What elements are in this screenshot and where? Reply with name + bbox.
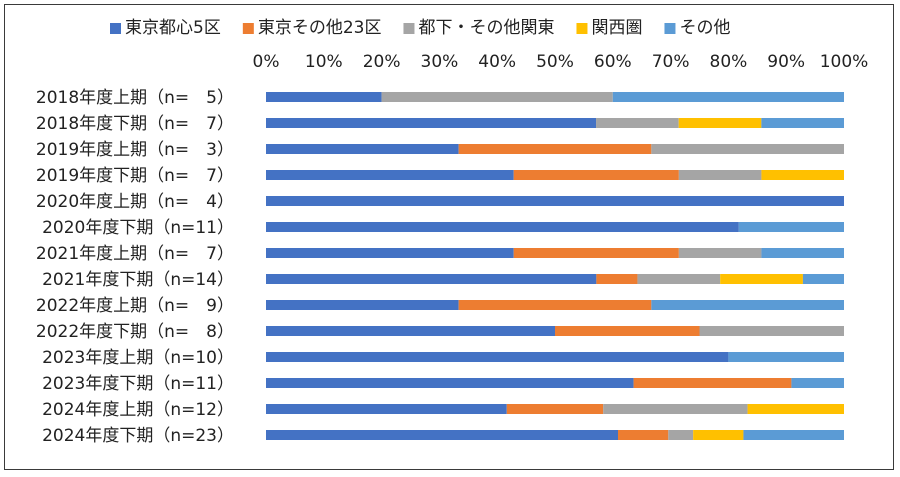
bar-segment-6-1: [513, 248, 679, 258]
x-tick-label-10: 100%: [820, 52, 869, 72]
bar-segment-7-4: [802, 274, 844, 284]
chart-frame: [4, 4, 894, 470]
legend-swatch-1: [242, 23, 254, 34]
bar-segment-12-1: [506, 404, 604, 414]
bar-segment-7-3: [720, 274, 803, 284]
x-tick-label-1: 10%: [305, 52, 343, 72]
category-label-4: 2020年度上期（n= 4）: [36, 192, 234, 212]
bar-segment-7-0: [266, 274, 597, 284]
legend-label-3: 関西圏: [591, 18, 642, 38]
bar-segment-5-0: [266, 222, 739, 232]
bar-segment-10-4: [728, 352, 844, 362]
bar-segment-8-0: [266, 300, 459, 310]
x-tick-label-8: 80%: [710, 52, 748, 72]
category-label-0: 2018年度上期（n= 5）: [36, 88, 234, 108]
bar-segment-13-1: [618, 430, 669, 440]
bar-segment-7-1: [596, 274, 638, 284]
bar-segment-6-2: [678, 248, 762, 258]
bar-segment-11-4: [791, 378, 844, 388]
x-tick-label-2: 20%: [363, 52, 401, 72]
bar-segment-7-2: [637, 274, 721, 284]
bar-segment-9-0: [266, 326, 555, 336]
legend-swatch-0: [110, 23, 121, 34]
category-label-11: 2023年度下期（n=11）: [42, 374, 234, 394]
bar-segment-2-0: [266, 144, 459, 154]
legend-label-4: その他: [679, 18, 730, 38]
x-tick-label-5: 50%: [536, 52, 574, 72]
x-tick-label-7: 70%: [652, 52, 690, 72]
category-label-13: 2024年度下期（n=23）: [42, 426, 234, 446]
bar-segment-11-1: [633, 378, 792, 388]
bar-segment-11-0: [266, 378, 634, 388]
legend-label-0: 東京都心5区: [125, 18, 221, 38]
bar-segment-13-3: [693, 430, 744, 440]
bar-segment-3-0: [266, 170, 514, 180]
category-label-8: 2022年度上期（n= 9）: [36, 296, 234, 316]
legend-swatch-2: [403, 23, 415, 34]
category-label-5: 2020年度下期（n=11）: [42, 218, 234, 238]
bar-segment-1-2: [596, 118, 679, 128]
x-tick-label-0: 0%: [253, 52, 280, 72]
category-label-9: 2022年度下期（n= 8）: [36, 322, 234, 342]
bar-segment-12-0: [266, 404, 507, 414]
category-label-2: 2019年度上期（n= 3）: [36, 140, 234, 160]
bar-segment-13-0: [266, 430, 619, 440]
bar-segment-1-4: [761, 118, 844, 128]
bar-segment-3-2: [678, 170, 762, 180]
bar-segment-1-0: [266, 118, 597, 128]
bar-segment-8-4: [651, 300, 844, 310]
legend-swatch-4: [664, 23, 676, 34]
category-label-6: 2021年度上期（n= 7）: [36, 244, 234, 264]
legend-label-2: 都下・その他関東: [418, 18, 554, 38]
category-label-1: 2018年度下期（n= 7）: [36, 114, 234, 134]
category-label-12: 2024年度上期（n=12）: [42, 400, 234, 420]
bar-segment-3-1: [513, 170, 679, 180]
bar-segment-3-3: [761, 170, 844, 180]
bar-segment-6-0: [266, 248, 514, 258]
bar-segment-6-4: [761, 248, 844, 258]
x-tick-label-3: 30%: [421, 52, 459, 72]
x-tick-label-4: 40%: [478, 52, 516, 72]
bar-segment-9-2: [699, 326, 844, 336]
bar-segment-10-0: [266, 352, 729, 362]
bar-segment-9-1: [555, 326, 700, 336]
bar-segment-1-3: [678, 118, 762, 128]
bar-segment-2-1: [458, 144, 652, 154]
bar-segment-4-0: [266, 196, 844, 206]
legend-label-1: 東京その他23区: [258, 18, 382, 38]
bar-segment-8-1: [458, 300, 652, 310]
bar-segment-12-2: [603, 404, 748, 414]
legend-swatch-3: [576, 23, 588, 34]
bar-segment-5-4: [738, 222, 844, 232]
x-tick-label-6: 60%: [594, 52, 632, 72]
bar-segment-0-2: [381, 92, 613, 102]
category-label-3: 2019年度下期（n= 7）: [36, 166, 234, 186]
category-label-7: 2021年度下期（n=14）: [42, 270, 234, 290]
x-tick-label-9: 90%: [767, 52, 805, 72]
bar-segment-2-2: [651, 144, 844, 154]
bar-segment-0-0: [266, 92, 382, 102]
bar-segment-0-4: [612, 92, 844, 102]
bar-segment-12-3: [747, 404, 844, 414]
category-label-10: 2023年度上期（n=10）: [42, 348, 234, 368]
bar-segment-13-2: [668, 430, 694, 440]
bar-segment-13-4: [743, 430, 844, 440]
